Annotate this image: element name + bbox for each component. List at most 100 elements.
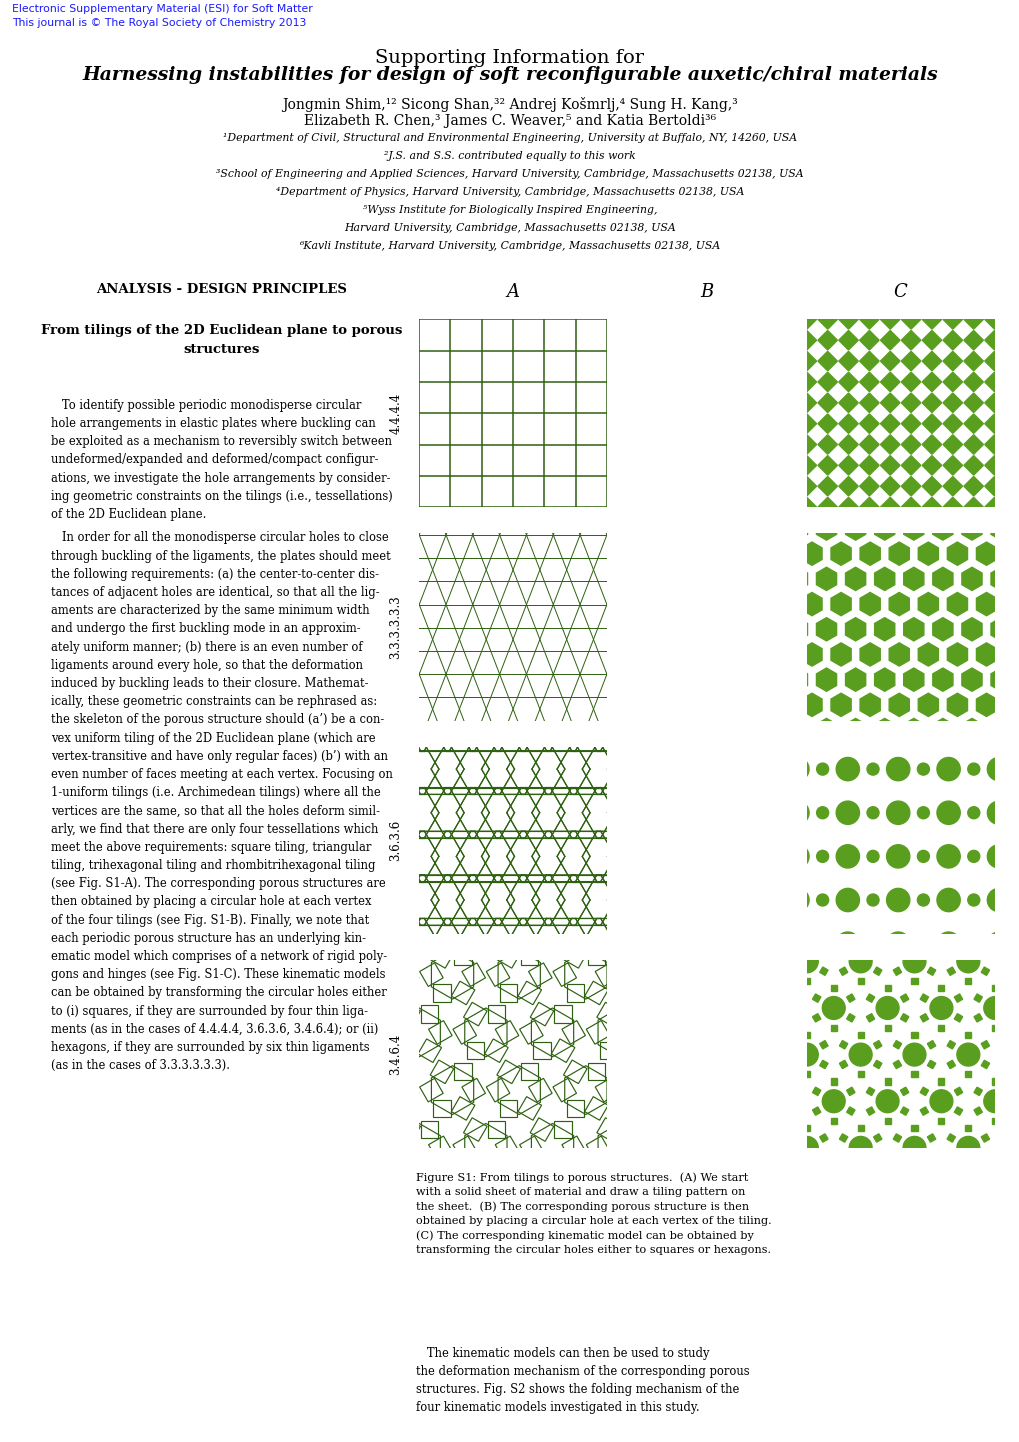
Circle shape bbox=[699, 542, 713, 557]
Circle shape bbox=[537, 872, 546, 883]
Circle shape bbox=[728, 678, 740, 691]
Polygon shape bbox=[819, 1133, 827, 1142]
Circle shape bbox=[733, 854, 742, 864]
Circle shape bbox=[967, 946, 977, 956]
Circle shape bbox=[866, 937, 878, 950]
Circle shape bbox=[816, 806, 827, 819]
Polygon shape bbox=[921, 394, 941, 412]
Circle shape bbox=[913, 966, 923, 976]
Circle shape bbox=[806, 946, 815, 956]
Circle shape bbox=[886, 757, 909, 780]
Polygon shape bbox=[815, 668, 836, 691]
Polygon shape bbox=[893, 1041, 901, 1048]
Circle shape bbox=[957, 1116, 967, 1126]
Polygon shape bbox=[983, 372, 1004, 392]
Circle shape bbox=[615, 711, 628, 724]
Polygon shape bbox=[792, 828, 800, 835]
Circle shape bbox=[967, 937, 979, 950]
Circle shape bbox=[737, 705, 751, 720]
Circle shape bbox=[1011, 983, 1019, 994]
Circle shape bbox=[759, 920, 768, 930]
Circle shape bbox=[779, 1106, 789, 1116]
Circle shape bbox=[741, 1136, 763, 1159]
Circle shape bbox=[1011, 1116, 1019, 1126]
Polygon shape bbox=[817, 476, 837, 496]
Circle shape bbox=[986, 932, 1010, 955]
Circle shape bbox=[711, 1139, 729, 1156]
Circle shape bbox=[553, 1162, 564, 1172]
Circle shape bbox=[728, 623, 742, 637]
Circle shape bbox=[836, 671, 859, 694]
Circle shape bbox=[607, 883, 618, 893]
Circle shape bbox=[1011, 836, 1019, 846]
Circle shape bbox=[634, 378, 647, 392]
Circle shape bbox=[914, 937, 927, 950]
Circle shape bbox=[785, 802, 808, 825]
Circle shape bbox=[652, 453, 666, 467]
Circle shape bbox=[653, 841, 665, 852]
Circle shape bbox=[643, 705, 657, 720]
Polygon shape bbox=[873, 567, 894, 591]
Circle shape bbox=[952, 613, 964, 626]
Circle shape bbox=[1017, 632, 1019, 645]
Polygon shape bbox=[846, 808, 854, 816]
Circle shape bbox=[984, 1070, 994, 1079]
Circle shape bbox=[793, 907, 809, 923]
Circle shape bbox=[822, 1123, 833, 1133]
Polygon shape bbox=[1005, 593, 1019, 616]
Polygon shape bbox=[776, 838, 783, 844]
Polygon shape bbox=[1007, 1087, 1016, 1096]
Polygon shape bbox=[917, 643, 937, 666]
Polygon shape bbox=[954, 1014, 962, 1022]
Circle shape bbox=[644, 966, 654, 976]
Polygon shape bbox=[803, 1165, 809, 1171]
Circle shape bbox=[936, 976, 959, 999]
Circle shape bbox=[930, 1162, 940, 1172]
Polygon shape bbox=[817, 456, 837, 474]
Circle shape bbox=[913, 946, 923, 956]
Circle shape bbox=[624, 640, 638, 655]
Polygon shape bbox=[889, 694, 908, 717]
Circle shape bbox=[866, 894, 878, 906]
Polygon shape bbox=[883, 1025, 890, 1031]
Circle shape bbox=[725, 806, 735, 816]
Circle shape bbox=[699, 575, 713, 588]
Circle shape bbox=[661, 844, 672, 854]
Circle shape bbox=[1008, 907, 1019, 923]
Circle shape bbox=[661, 575, 676, 588]
Circle shape bbox=[948, 946, 957, 956]
Circle shape bbox=[819, 1139, 836, 1156]
Circle shape bbox=[876, 872, 890, 885]
Circle shape bbox=[957, 930, 967, 939]
Circle shape bbox=[698, 854, 708, 864]
Polygon shape bbox=[964, 1032, 970, 1038]
Circle shape bbox=[984, 1030, 994, 1040]
Circle shape bbox=[764, 591, 779, 606]
Circle shape bbox=[578, 841, 591, 852]
Circle shape bbox=[728, 711, 740, 724]
Polygon shape bbox=[796, 310, 816, 329]
Circle shape bbox=[759, 1106, 768, 1116]
Circle shape bbox=[779, 1200, 789, 1210]
Circle shape bbox=[986, 757, 1010, 780]
Circle shape bbox=[866, 1200, 876, 1210]
Circle shape bbox=[784, 490, 797, 505]
Circle shape bbox=[813, 1012, 822, 1022]
Circle shape bbox=[688, 1116, 698, 1126]
Circle shape bbox=[1010, 950, 1019, 973]
Circle shape bbox=[634, 841, 647, 852]
Circle shape bbox=[784, 415, 797, 430]
Circle shape bbox=[739, 813, 755, 829]
Polygon shape bbox=[749, 1032, 755, 1038]
Polygon shape bbox=[980, 1041, 988, 1048]
Circle shape bbox=[578, 872, 591, 885]
Circle shape bbox=[983, 996, 1006, 1019]
Polygon shape bbox=[893, 947, 901, 956]
Polygon shape bbox=[921, 434, 941, 454]
Circle shape bbox=[735, 627, 758, 650]
Circle shape bbox=[755, 542, 769, 557]
Circle shape bbox=[635, 1116, 644, 1126]
Circle shape bbox=[896, 678, 908, 691]
Polygon shape bbox=[947, 542, 967, 565]
Polygon shape bbox=[839, 1041, 847, 1048]
